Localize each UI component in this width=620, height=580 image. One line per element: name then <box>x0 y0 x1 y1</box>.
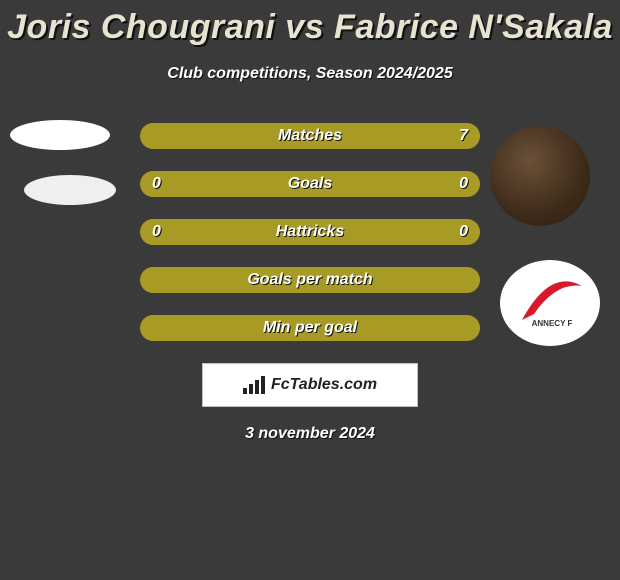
stat-row: Min per goal <box>140 315 480 341</box>
stat-label: Goals <box>288 175 332 193</box>
stat-value-right: 0 <box>459 171 468 197</box>
stat-label: Min per goal <box>263 319 357 337</box>
date-label: 3 november 2024 <box>0 425 620 443</box>
stat-label: Hattricks <box>276 223 344 241</box>
stat-row: Goals per match <box>140 267 480 293</box>
stat-label: Goals per match <box>247 271 372 289</box>
annecy-logo-icon: ANNECY F <box>512 272 592 332</box>
stat-row: Matches 7 <box>140 123 480 149</box>
stat-value-right: 7 <box>459 123 468 149</box>
page-title: Joris Chougrani vs Fabrice N'Sakala <box>0 0 620 47</box>
stat-row: Hattricks 0 0 <box>140 219 480 245</box>
stat-row: Goals 0 0 <box>140 171 480 197</box>
stat-value-left: 0 <box>152 219 161 245</box>
svg-text:ANNECY F: ANNECY F <box>532 319 573 328</box>
bars-icon <box>243 376 265 394</box>
subtitle: Club competitions, Season 2024/2025 <box>0 65 620 83</box>
fill-right <box>310 171 480 197</box>
stat-value-right: 0 <box>459 219 468 245</box>
stat-label: Matches <box>278 127 342 145</box>
right-player-avatar <box>490 126 590 226</box>
left-player-avatar <box>10 120 110 150</box>
fill-left <box>140 171 310 197</box>
stat-value-left: 0 <box>152 171 161 197</box>
left-club-logo <box>24 175 116 205</box>
brand-text: FcTables.com <box>271 376 377 394</box>
brand-badge: FcTables.com <box>202 363 418 407</box>
